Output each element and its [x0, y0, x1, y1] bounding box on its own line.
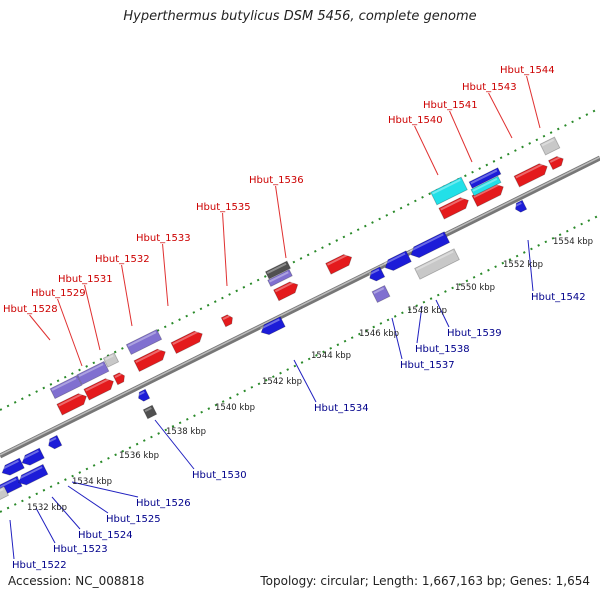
gene-forward-10[interactable]: [513, 161, 550, 188]
gene-reverse-23[interactable]: [468, 167, 502, 189]
forward-gene-label[interactable]: Hbut_1531: [58, 274, 113, 285]
gene-forward-3[interactable]: [133, 347, 168, 373]
forward-gene-label[interactable]: Hbut_1543: [462, 82, 517, 93]
reverse-gene-label[interactable]: Hbut_1539: [447, 328, 502, 339]
gene-special-24[interactable]: [470, 175, 502, 197]
gene-forward-4[interactable]: [170, 329, 205, 355]
gene-forward-11[interactable]: [547, 154, 566, 171]
forward-gene-label[interactable]: Hbut_1536: [249, 175, 304, 186]
reverse-gene-label[interactable]: Hbut_1538: [415, 344, 470, 355]
scale-label: 1546 kbp: [359, 329, 399, 339]
forward-leader-line: [275, 185, 287, 259]
reverse-gene-label[interactable]: Hbut_1530: [192, 470, 247, 481]
reverse-leader-line: [71, 481, 139, 498]
reverse-leader-line: [154, 419, 195, 470]
gene-rna-14[interactable]: [125, 328, 163, 356]
reverse-gene-label[interactable]: Hbut_1523: [53, 544, 108, 555]
forward-leader-line: [414, 125, 439, 176]
gene-pseudo-18[interactable]: [102, 352, 120, 368]
gene-reverse-26[interactable]: [20, 447, 45, 468]
gene-rna-16[interactable]: [267, 268, 293, 288]
gene-rna-12[interactable]: [49, 374, 83, 400]
reverse-leader-line: [51, 496, 81, 530]
gene-reverse-33[interactable]: [408, 231, 451, 261]
scale-label: 1532 kbp: [27, 503, 67, 513]
gene-rna-13[interactable]: [76, 360, 110, 386]
genome-backbone: [0, 155, 600, 459]
forward-gene-label[interactable]: Hbut_1529: [31, 288, 86, 299]
forward-leader-line: [84, 284, 101, 351]
gene-forward-8[interactable]: [438, 195, 471, 220]
reverse-leader-line: [435, 299, 450, 328]
scale-label: 1550 kbp: [455, 283, 495, 293]
reverse-leader-line: [416, 305, 423, 344]
reverse-gene-label[interactable]: Hbut_1522: [12, 560, 67, 571]
gene-reverse-30[interactable]: [259, 316, 286, 338]
genome-summary: Topology: circular; Length: 1,667,163 bp…: [260, 574, 590, 588]
gene-reverse-25[interactable]: [0, 457, 25, 478]
gene-forward-0[interactable]: [56, 391, 89, 416]
gene-forward-1[interactable]: [83, 376, 116, 401]
forward-leader-line: [29, 314, 51, 341]
gene-pseudo-36[interactable]: [0, 485, 10, 503]
scale-label: 1540 kbp: [215, 403, 255, 413]
forward-gene-label[interactable]: Hbut_1540: [388, 115, 443, 126]
gene-reverse-34[interactable]: [513, 199, 528, 213]
gene-dark-15[interactable]: [264, 260, 292, 280]
reverse-gene-label[interactable]: Hbut_1526: [136, 498, 191, 509]
reverse-gene-label[interactable]: Hbut_1537: [400, 360, 455, 371]
forward-leader-line: [488, 92, 513, 139]
scale-label: 1542 kbp: [262, 377, 302, 387]
gene-pseudo-20[interactable]: [539, 136, 561, 156]
gene-pseudo-19[interactable]: [414, 248, 460, 280]
gene-reverse-29[interactable]: [16, 463, 49, 487]
reverse-leader-line: [9, 519, 15, 560]
forward-gene-label[interactable]: Hbut_1541: [423, 100, 478, 111]
reverse-gene-label[interactable]: Hbut_1524: [78, 530, 133, 541]
gene-forward-6[interactable]: [273, 279, 301, 302]
reverse-leader-line: [391, 317, 403, 360]
forward-gene-label[interactable]: Hbut_1532: [95, 254, 150, 265]
scale-label: 1536 kbp: [119, 451, 159, 461]
gene-special-22[interactable]: [430, 176, 468, 206]
forward-leader-line: [57, 298, 83, 367]
reverse-gene-label[interactable]: Hbut_1534: [314, 403, 369, 414]
map-title: Hyperthermus butylicus DSM 5456, complet…: [123, 9, 477, 24]
scale-label: 1544 kbp: [311, 351, 351, 361]
reverse-leader-line: [527, 239, 534, 292]
forward-gene-label[interactable]: Hbut_1535: [196, 202, 251, 213]
forward-leader-line: [121, 264, 133, 327]
accession-label: Accession: NC_008818: [8, 574, 145, 588]
gene-dark-21[interactable]: [142, 404, 158, 420]
gene-reverse-32[interactable]: [383, 250, 412, 273]
gene-forward-5[interactable]: [220, 313, 234, 328]
gene-rna-17[interactable]: [371, 284, 391, 304]
scale-label: 1538 kbp: [166, 427, 206, 437]
reverse-leader-line: [67, 485, 109, 514]
scale-label: 1552 kbp: [503, 260, 543, 270]
forward-leader-line: [449, 110, 473, 163]
gene-forward-7[interactable]: [325, 252, 355, 275]
reverse-gene-label[interactable]: Hbut_1525: [106, 514, 161, 525]
scale-label: 1548 kbp: [407, 306, 447, 316]
gene-reverse-31[interactable]: [367, 266, 386, 283]
scale-label: 1554 kbp: [553, 237, 593, 247]
forward-leader-line: [162, 243, 169, 307]
forward-leader-line: [222, 212, 228, 287]
scale-label: 1534 kbp: [72, 477, 112, 487]
gene-forward-2[interactable]: [112, 371, 126, 386]
forward-gene-label[interactable]: Hbut_1533: [136, 233, 191, 244]
reverse-leader-line: [35, 507, 56, 544]
forward-gene-label[interactable]: Hbut_1528: [3, 304, 58, 315]
gene-reverse-27[interactable]: [46, 434, 63, 450]
forward-leader-line: [526, 75, 541, 129]
reverse-gene-label[interactable]: Hbut_1542: [531, 292, 586, 303]
forward-gene-label[interactable]: Hbut_1544: [500, 65, 555, 76]
reverse-leader-line: [293, 359, 317, 403]
gene-reverse-35[interactable]: [136, 388, 151, 402]
